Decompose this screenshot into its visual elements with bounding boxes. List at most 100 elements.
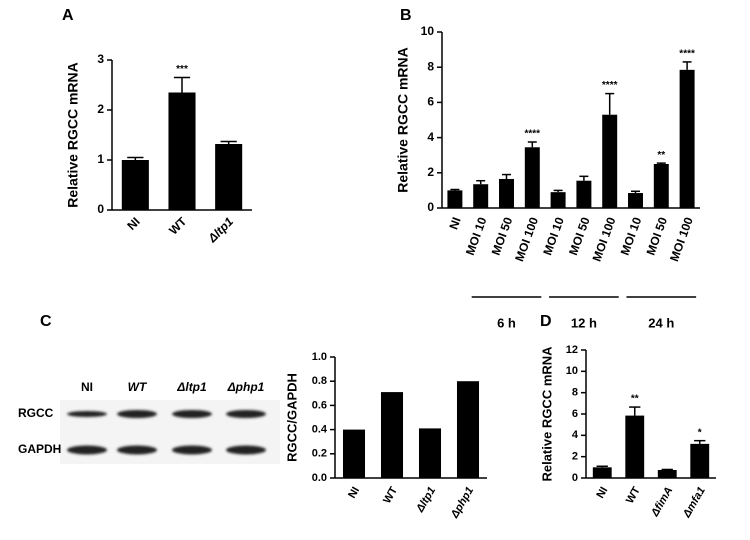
blot-band — [67, 411, 107, 417]
blot-band — [226, 445, 266, 455]
x-tick-label: Δltp1 — [414, 485, 438, 515]
significance: *** — [176, 64, 188, 75]
x-tick-label: NI — [594, 485, 610, 501]
y-tick-label: 10 — [566, 365, 578, 377]
band-label: RGCC — [18, 406, 54, 420]
blot-band — [117, 445, 157, 455]
x-tick-label: MOI 50 — [566, 215, 593, 257]
x-tick-label: MOI 10 — [540, 215, 567, 257]
y-tick-label: 8 — [572, 387, 578, 399]
x-tick-label: Δphp1 — [448, 485, 476, 521]
bar — [679, 69, 695, 208]
significance: **** — [602, 80, 618, 91]
x-tick-label: Δmfa1 — [680, 485, 707, 521]
group-label: 12 h — [571, 315, 597, 330]
y-tick-label: 2 — [572, 451, 578, 463]
significance: ** — [657, 150, 665, 161]
bar — [653, 164, 669, 208]
bar — [456, 381, 480, 478]
blot-band — [67, 445, 107, 455]
y-tick-label: 2 — [427, 165, 434, 179]
bar — [499, 178, 514, 208]
error-bar — [127, 156, 144, 160]
error-bar — [694, 439, 706, 444]
bar — [418, 428, 442, 478]
y-tick-label: 4 — [572, 429, 579, 441]
bar — [380, 392, 404, 478]
group-label: 6 h — [497, 315, 516, 330]
y-tick-label: 12 — [566, 344, 578, 356]
y-tick-label: 8 — [427, 59, 434, 73]
y-tick-label: 3 — [97, 52, 104, 66]
y-tick-label: 1.0 — [312, 351, 327, 363]
bar — [168, 92, 196, 210]
x-tick-label: NI — [446, 215, 463, 231]
y-tick-label: 0.4 — [312, 424, 328, 436]
y-tick-label: 0 — [97, 202, 104, 216]
x-tick-label: MOI 10 — [618, 215, 645, 257]
x-tick-label: MOI 100 — [667, 215, 696, 263]
x-tick-label: Δltp1 — [205, 214, 237, 246]
lane-label: Δphp1 — [227, 380, 265, 394]
x-tick-label: MOI 50 — [489, 215, 516, 257]
error-bar — [527, 141, 537, 148]
y-tick-label: 10 — [421, 24, 435, 38]
y-tick-label: 0 — [572, 472, 578, 484]
bar — [657, 470, 677, 478]
error-bar — [656, 162, 666, 164]
blot-band — [226, 410, 266, 418]
bar — [342, 429, 366, 478]
panel-label: D — [540, 313, 552, 330]
x-tick-label: ΔfimA — [649, 485, 676, 519]
lane-label: Δltp1 — [176, 380, 207, 394]
x-tick-label: NI — [124, 214, 142, 232]
y-tick-label: 6 — [427, 95, 434, 109]
y-tick-label: 6 — [572, 408, 578, 420]
blot-band — [172, 410, 212, 418]
bar — [473, 184, 489, 208]
bar — [121, 160, 149, 210]
y-axis-label: RGCC/GAPDH — [284, 373, 299, 462]
error-bar — [476, 179, 486, 185]
error-bar — [631, 190, 640, 194]
lane-label: NI — [81, 380, 93, 394]
error-bar — [579, 175, 589, 181]
bar — [628, 193, 643, 208]
bar — [215, 144, 243, 210]
x-tick-label: WT — [624, 485, 643, 506]
error-bar — [502, 173, 511, 179]
bar — [592, 467, 612, 478]
bar — [550, 192, 566, 208]
x-tick-label: MOI 100 — [512, 215, 541, 263]
x-tick-label: MOI 100 — [590, 215, 619, 263]
blot-band — [117, 410, 157, 418]
bar — [690, 443, 710, 478]
y-axis-label: Relative RGCC mRNA — [65, 62, 81, 207]
error-bar — [605, 92, 615, 115]
bar — [524, 147, 540, 208]
y-tick-label: 0.0 — [312, 472, 327, 484]
significance: **** — [525, 129, 541, 140]
y-tick-label: 1 — [97, 152, 104, 166]
error-bar — [682, 61, 692, 70]
y-axis-label: Relative RGCC mRNA — [395, 47, 411, 192]
panel-label: A — [62, 7, 74, 24]
panel-label: B — [400, 7, 412, 24]
blot-band — [172, 445, 212, 455]
y-axis-label: Relative RGCC mRNA — [539, 346, 554, 482]
significance: * — [698, 427, 702, 438]
x-tick-label: WT — [381, 485, 400, 506]
y-tick-label: 0.6 — [312, 399, 327, 411]
error-bar — [220, 140, 237, 144]
x-tick-label: MOI 10 — [463, 215, 490, 257]
group-label: 24 h — [648, 315, 674, 330]
error-bar — [661, 468, 673, 471]
y-tick-label: 2 — [97, 102, 104, 116]
x-tick-label: MOI 50 — [643, 215, 670, 257]
band-label: GAPDH — [18, 442, 61, 456]
x-tick-label: NI — [346, 485, 362, 501]
y-tick-label: 0.2 — [312, 448, 327, 460]
bar — [447, 190, 463, 208]
error-bar — [629, 406, 641, 416]
